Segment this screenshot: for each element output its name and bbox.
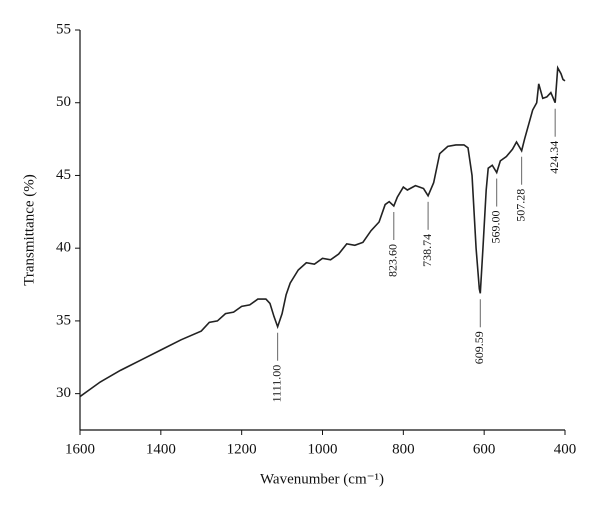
x-tick-label: 600 [473, 441, 496, 457]
annotation-label: 424.34 [547, 141, 561, 174]
annotation-label: 507.28 [513, 189, 527, 222]
annotation-label: 823.60 [386, 244, 400, 277]
x-tick-label: 1400 [146, 441, 176, 457]
y-axis-label: Transmittance (%) [21, 174, 37, 286]
y-tick-label: 35 [56, 312, 71, 328]
y-tick-label: 45 [56, 167, 71, 183]
y-tick-label: 30 [56, 385, 71, 401]
x-tick-label: 400 [554, 441, 577, 457]
annotation-label: 609.59 [472, 331, 486, 364]
x-tick-label: 1600 [65, 441, 95, 457]
x-axis-label: Wavenumber (cm⁻¹) [260, 471, 384, 487]
y-tick-label: 40 [56, 240, 71, 256]
y-tick-label: 50 [56, 94, 71, 110]
spectrum-line [79, 65, 566, 398]
annotation-label: 738.74 [420, 234, 434, 267]
x-tick-label: 1200 [227, 441, 257, 457]
annotation-label: 1111.00 [269, 365, 283, 403]
y-tick-label: 55 [56, 21, 71, 37]
x-tick-label: 1000 [308, 441, 338, 457]
x-tick-label: 800 [392, 441, 415, 457]
annotation-label: 569.00 [488, 211, 502, 244]
